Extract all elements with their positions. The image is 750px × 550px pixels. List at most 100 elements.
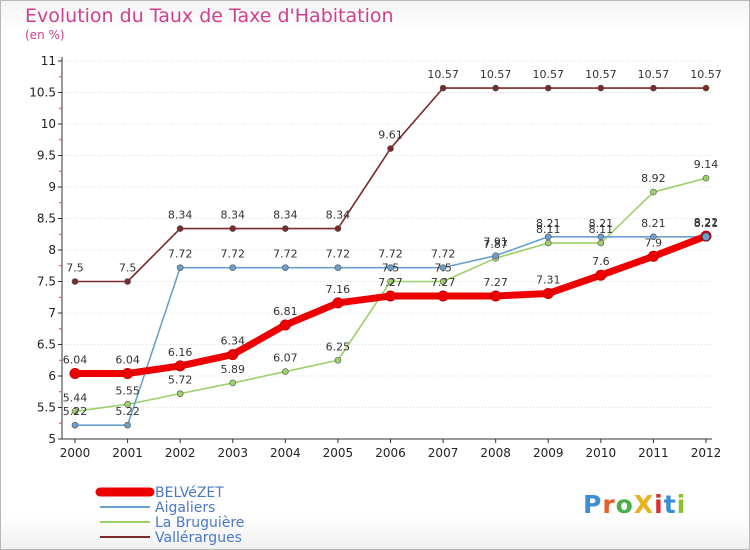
- legend-label-3: Vallérargues: [155, 530, 242, 546]
- data-label-2-12: 8.21: [694, 217, 719, 230]
- proxiti-logo: ProXiti: [583, 490, 686, 519]
- series-layer: [69, 84, 712, 429]
- legend-label-1: Aigaliers: [155, 500, 215, 516]
- y-tick-label-7: 8.5: [37, 212, 56, 226]
- data-label-3-10: 7.6: [592, 255, 610, 268]
- data-point-3-10: [595, 269, 607, 281]
- data-point-1-0: [71, 407, 79, 415]
- data-label-1-9: 8.11: [536, 223, 561, 236]
- x-tick-label-7: 2007: [428, 446, 459, 460]
- data-label-1-5: 6.25: [326, 340, 351, 353]
- data-point-2-11: [650, 233, 657, 241]
- data-point-0-10: [597, 84, 605, 92]
- data-label-0-1: 7.5: [119, 262, 137, 275]
- logo-letter-3: X: [633, 490, 655, 519]
- data-point-3-0: [69, 367, 81, 379]
- data-point-1-1: [124, 401, 131, 408]
- grid: [62, 60, 712, 440]
- data-label-3-2: 6.16: [168, 346, 193, 359]
- data-label-0-3: 8.34: [221, 209, 246, 222]
- data-point-0-1: [124, 278, 131, 285]
- data-label-1-8: 7.87: [483, 238, 508, 251]
- data-point-2-7: [439, 264, 447, 271]
- data-point-1-4: [282, 368, 289, 375]
- data-label-1-1: 5.55: [115, 384, 140, 397]
- data-point-2-0: [71, 421, 79, 429]
- data-point-3-5: [332, 297, 344, 309]
- data-label-2-2: 7.72: [168, 248, 193, 261]
- data-point-3-7: [437, 290, 449, 302]
- data-point-3-2: [174, 360, 186, 372]
- data-point-0-4: [282, 225, 289, 232]
- data-label-0-4: 8.34: [273, 209, 298, 222]
- data-point-3-1: [122, 367, 134, 379]
- data-point-3-9: [542, 287, 554, 299]
- logo-letter-6: i: [676, 490, 687, 519]
- data-label-0-6: 9.61: [378, 129, 403, 142]
- data-point-0-12: [702, 84, 710, 92]
- data-point-0-11: [650, 84, 657, 92]
- y-tick-label-5: 7.5: [37, 275, 56, 289]
- data-point-1-2: [176, 390, 184, 397]
- data-label-1-4: 6.07: [273, 352, 298, 365]
- data-point-1-3: [229, 379, 237, 387]
- data-label-3-3: 6.34: [221, 335, 246, 348]
- data-label-2-6: 7.72: [378, 248, 403, 261]
- data-point-0-7: [439, 84, 447, 92]
- logo-letter-2: o: [615, 490, 634, 519]
- data-label-1-12: 9.14: [694, 158, 719, 171]
- data-point-1-6: [387, 278, 394, 285]
- axes: 5 5.5 6 6.5 7 7.5 8 8.5 9 9.5 10 10.5 11 2000 2001 2002…: [29, 54, 721, 460]
- data-point-2-10: [597, 233, 605, 241]
- x-tick-label-3: 2003: [217, 446, 248, 460]
- data-label-3-11: 7.9: [645, 236, 663, 249]
- data-point-3-6: [385, 290, 396, 302]
- data-label-1-3: 5.89: [221, 363, 246, 376]
- data-point-0-3: [229, 225, 237, 232]
- data-labels: 7.5 7.5 8.34 8.34 8.34 8.34 9.61 10.57 10.57 10.5…: [63, 68, 722, 418]
- x-tick-label-10: 2010: [586, 446, 617, 460]
- legend-label-2: La Bruguière: [155, 515, 244, 531]
- x-tick-label-4: 2004: [270, 446, 301, 460]
- y-tick-label-0: 5: [48, 432, 56, 446]
- y-tick-label-10: 10: [41, 117, 56, 131]
- data-point-3-8: [490, 290, 502, 302]
- aigaliers-end-point: [701, 232, 711, 242]
- data-label-1-11: 8.92: [641, 172, 666, 185]
- data-label-3-12: 8.22: [694, 216, 719, 229]
- data-point-1-12: [702, 174, 710, 182]
- data-point-2-4: [282, 264, 289, 271]
- y-tick-label-11: 10.5: [29, 86, 56, 100]
- data-point-1-10: [597, 239, 605, 247]
- data-point-0-6: [387, 145, 394, 152]
- data-label-3-1: 6.04: [115, 353, 140, 366]
- x-tick-label-2: 2002: [165, 446, 196, 460]
- data-label-1-7: 7.5: [434, 262, 452, 275]
- y-tick-label-6: 8: [48, 243, 56, 257]
- y-tick-label-2: 6: [48, 369, 56, 383]
- data-label-0-0: 7.5: [66, 262, 84, 275]
- data-label-0-8: 10.57: [480, 68, 512, 81]
- logo-letter-5: t: [663, 490, 677, 519]
- data-point-0-5: [334, 225, 342, 232]
- data-point-2-5: [334, 264, 342, 271]
- data-label-2-0: 5.22: [63, 405, 88, 418]
- data-label-2-4: 7.72: [273, 248, 298, 261]
- logo-letter-4: i: [654, 490, 664, 519]
- data-point-2-9: [544, 233, 552, 241]
- data-label-3-0: 6.04: [63, 353, 88, 366]
- data-label-1-6: 7.5: [382, 262, 400, 275]
- x-tick-label-9: 2009: [533, 446, 564, 460]
- data-point-1-11: [650, 188, 657, 196]
- data-label-1-10: 8.11: [589, 223, 614, 236]
- data-label-3-9: 7.31: [536, 273, 561, 286]
- y-tick-label-1: 5.5: [37, 401, 56, 415]
- data-label-0-5: 8.34: [326, 209, 351, 222]
- data-label-0-11: 10.57: [638, 68, 670, 81]
- data-point-0-8: [492, 84, 499, 92]
- data-point-0-9: [544, 84, 552, 92]
- data-point-2-6: [387, 264, 394, 271]
